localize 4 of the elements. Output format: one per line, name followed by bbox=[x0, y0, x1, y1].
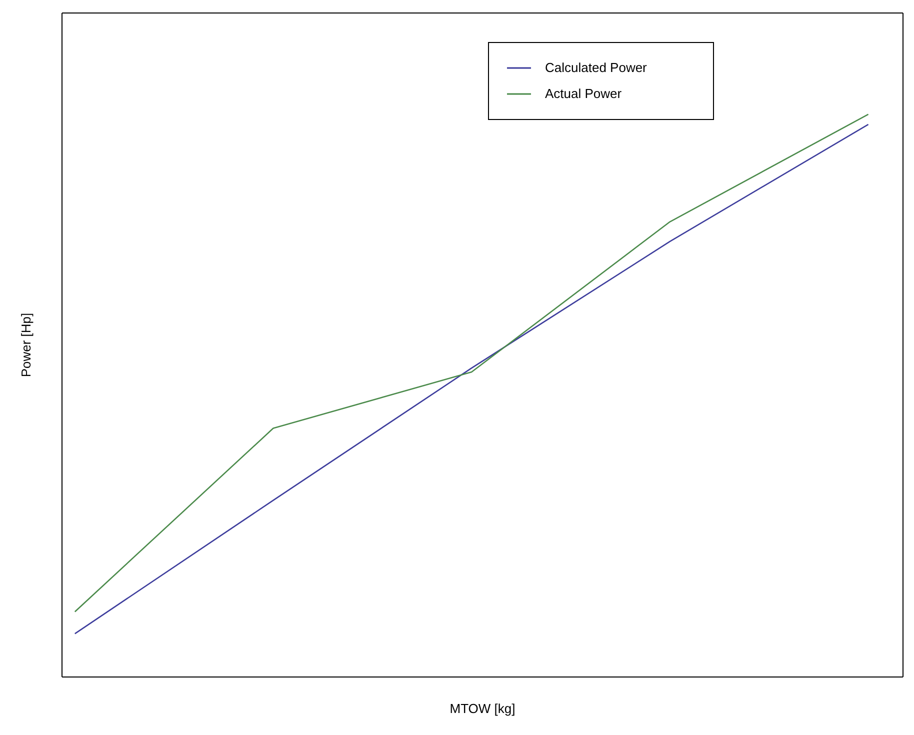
y-axis-title: Power [Hp] bbox=[18, 312, 34, 378]
legend-label: Calculated Power bbox=[545, 59, 647, 77]
x-axis-title: MTOW [kg] bbox=[450, 701, 516, 716]
legend-label: Actual Power bbox=[545, 85, 622, 103]
